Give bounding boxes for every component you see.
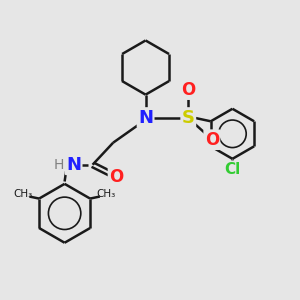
Text: CH₃: CH₃ bbox=[97, 189, 116, 199]
Text: H: H bbox=[54, 158, 64, 172]
Text: N: N bbox=[138, 109, 153, 127]
Text: Cl: Cl bbox=[224, 162, 241, 177]
Text: O: O bbox=[109, 167, 123, 185]
Text: O: O bbox=[205, 131, 219, 149]
Text: O: O bbox=[181, 81, 195, 99]
Text: S: S bbox=[182, 109, 195, 127]
Text: CH₃: CH₃ bbox=[13, 189, 32, 199]
Text: N: N bbox=[66, 156, 81, 174]
